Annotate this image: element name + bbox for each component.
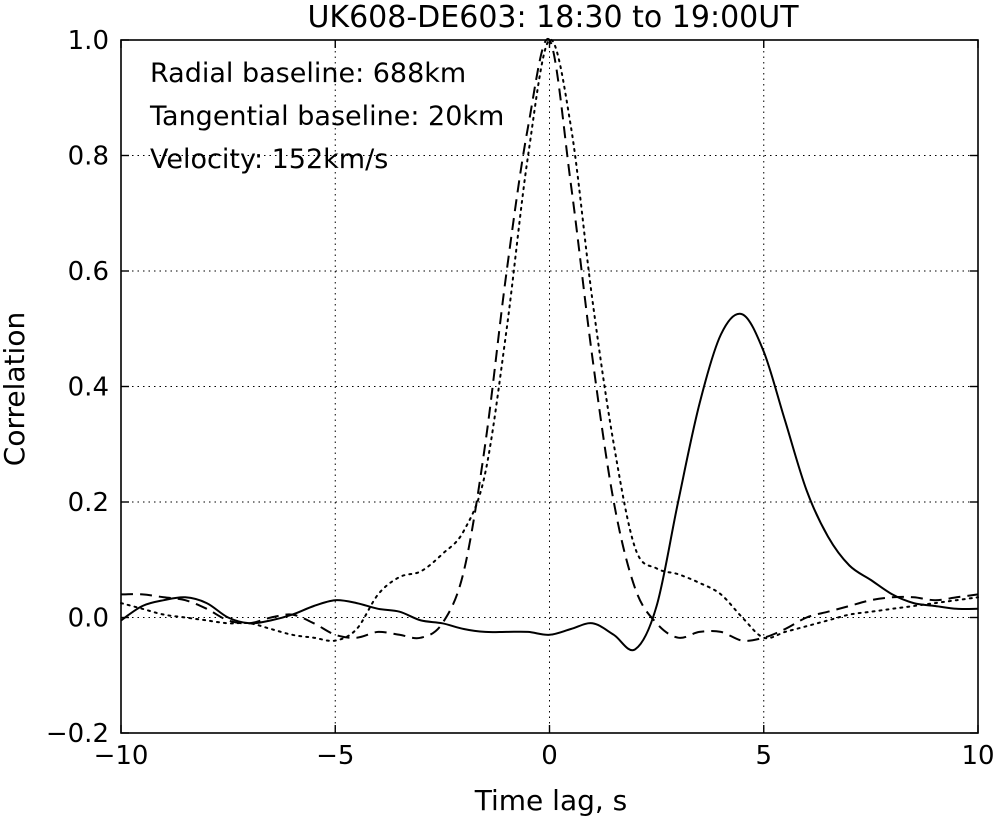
- x-tick-label: 10: [961, 741, 994, 771]
- x-tick-label: −10: [94, 741, 149, 771]
- y-axis-label: Correlation: [0, 312, 31, 466]
- y-tick-label: 0.6: [68, 257, 109, 287]
- annotation-velocity: Velocity: 152km/s: [150, 144, 388, 175]
- x-tick-label: 0: [541, 741, 558, 771]
- x-axis-label: Time lag, s: [474, 784, 628, 817]
- y-tick-label: 0.0: [68, 604, 109, 634]
- annotation-tangential-baseline: Tangential baseline: 20km: [149, 101, 504, 132]
- series-line-dotted: [120, 38, 979, 642]
- axis-ticks: −10 −5 0 5 10 −0.2 0.0 0.2 0.4 0.6 0.8 1.0: [46, 26, 995, 771]
- x-tick-label: −5: [316, 741, 354, 771]
- annotation-radial-baseline: Radial baseline: 688km: [150, 58, 466, 89]
- y-tick-label: −0.2: [46, 719, 109, 749]
- y-tick-label: 0.4: [68, 373, 109, 403]
- x-tick-label: 5: [755, 741, 772, 771]
- grid: [121, 40, 978, 733]
- y-tick-label: 0.8: [68, 142, 109, 172]
- y-tick-label: 0.2: [68, 488, 109, 518]
- chart-title: UK608-DE603: 18:30 to 19:00UT: [307, 0, 799, 35]
- y-tick-label: 1.0: [68, 26, 109, 56]
- series-line-solid: [120, 312, 979, 652]
